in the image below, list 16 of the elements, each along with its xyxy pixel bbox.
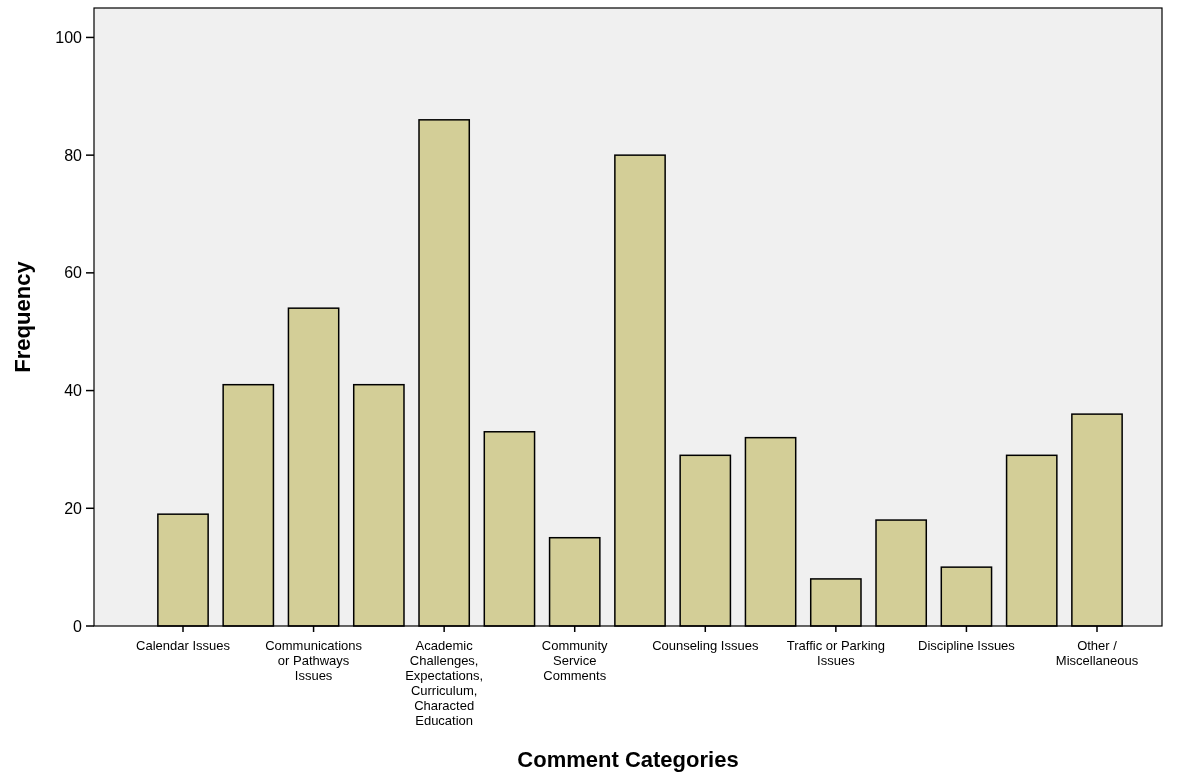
x-tick-label: Discipline Issues <box>918 638 1016 653</box>
y-tick-label: 20 <box>64 499 83 517</box>
y-tick-label: 0 <box>73 617 83 635</box>
y-axis-title: Frequency <box>10 260 35 373</box>
y-tick-label: 40 <box>64 382 83 400</box>
y-tick-label: 80 <box>64 146 83 164</box>
y-tick-label: 100 <box>55 29 83 47</box>
x-tick-label: Calendar Issues <box>136 638 231 653</box>
x-axis-title: Comment Categories <box>517 747 739 772</box>
x-tick-label: Other / Miscellaneous <box>1055 638 1139 668</box>
x-tick-label: Traffic or Parking Issues <box>786 638 885 668</box>
x-tick-label: Community Service Comments <box>541 638 609 683</box>
x-tick-label: Counseling Issues <box>652 638 759 653</box>
x-tick-label: Communications or Pathways Issues <box>265 638 363 683</box>
x-tick-label: Academic Challenges, Expectations, Curriculum, Characted Education <box>405 638 484 728</box>
y-tick-label: 60 <box>64 264 83 282</box>
